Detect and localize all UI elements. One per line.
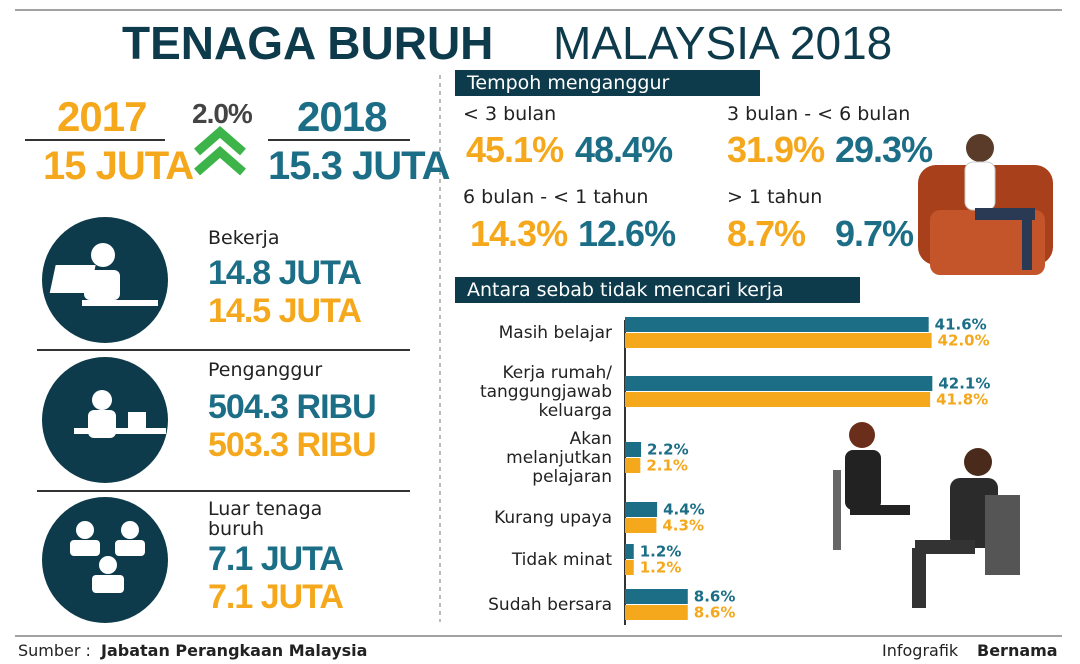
total-2017: 15 JUTA [43, 144, 194, 188]
category-label: Kurang upaya [494, 508, 612, 528]
group-label: Penganggur [208, 359, 323, 381]
year-2017: 2017 [57, 93, 147, 140]
value-label: 42.1% [938, 375, 990, 393]
value-label: 2.1% [646, 457, 688, 475]
title-bold: TENAGA BURUH [122, 17, 494, 69]
group-label: Bekerja [208, 227, 280, 249]
bar [625, 518, 657, 533]
value-label: 1.2% [640, 559, 682, 577]
group-2018: 14.8 JUTA [208, 254, 362, 292]
bar [625, 502, 658, 517]
duration-2018: 12.6% [578, 213, 676, 254]
duration-2018: 48.4% [575, 129, 673, 170]
value-label: 8.6% [694, 588, 736, 606]
bar [625, 544, 634, 559]
bar [625, 560, 634, 575]
group-2017: 503.3 RIBU [208, 426, 377, 464]
duration-2018: 9.7% [835, 213, 914, 254]
duration-label: 3 bulan - < 6 bulan [727, 103, 911, 125]
bar [625, 317, 929, 332]
source: Jabatan Perangkaan Malaysia [101, 641, 368, 660]
value-label: 4.3% [662, 517, 704, 535]
duration-label: 6 bulan - < 1 tahun [463, 186, 649, 208]
value-label: 4.4% [663, 501, 705, 519]
group-2018: 7.1 JUTA [208, 540, 344, 578]
duration-label: > 1 tahun [727, 186, 823, 208]
total-2018: 15.3 JUTA [268, 144, 450, 188]
icon-outside [42, 497, 168, 623]
duration-2017: 8.7% [727, 213, 806, 254]
duration-2017: 31.9% [727, 129, 825, 170]
title-light: MALAYSIA 2018 [553, 17, 893, 69]
credit: Bernama [977, 641, 1058, 660]
value-label: 2.2% [647, 441, 689, 459]
source-label: Sumber : [18, 641, 91, 660]
category-label: Akan melanjutkan pelajaran [506, 429, 612, 487]
duration-2017: 45.1% [466, 129, 564, 170]
bar [625, 333, 932, 348]
credit-label: Infografik [882, 641, 959, 660]
duration-2018: 29.3% [835, 129, 933, 170]
category-label: Sudah bersara [488, 595, 612, 615]
category-label: Tidak minat [511, 550, 613, 570]
bar [625, 458, 641, 473]
bar [625, 589, 688, 604]
section-title: Tempoh menganggur [455, 70, 760, 96]
year-2018: 2018 [297, 93, 387, 140]
value-label: 42.0% [938, 332, 990, 350]
group-2018: 504.3 RIBU [208, 388, 377, 426]
value-label: 41.8% [936, 391, 988, 409]
chart-title: Antara sebab tidak mencari kerja [455, 277, 860, 303]
illustration-sofa [918, 134, 1053, 275]
group-label: Luar tenaga buruh [208, 498, 323, 540]
illustration-interview [833, 422, 1020, 608]
value-label: 8.6% [694, 604, 736, 622]
bar [625, 376, 933, 391]
value-label: 1.2% [640, 543, 682, 561]
category-label: Masih belajar [499, 323, 612, 343]
bar [625, 442, 642, 457]
bar [625, 392, 931, 407]
icon-unemployed [42, 357, 168, 483]
group-2017: 14.5 JUTA [208, 292, 362, 330]
category-label: Kerja rumah/tanggungjawab keluarga [480, 363, 612, 421]
value-label: 41.6% [935, 316, 987, 334]
group-2017: 7.1 JUTA [208, 578, 344, 616]
duration-label: < 3 bulan [463, 103, 557, 125]
bar [625, 605, 688, 620]
duration-2017: 14.3% [470, 213, 568, 254]
change: 2.0% [192, 98, 253, 129]
icon-working [42, 217, 168, 343]
